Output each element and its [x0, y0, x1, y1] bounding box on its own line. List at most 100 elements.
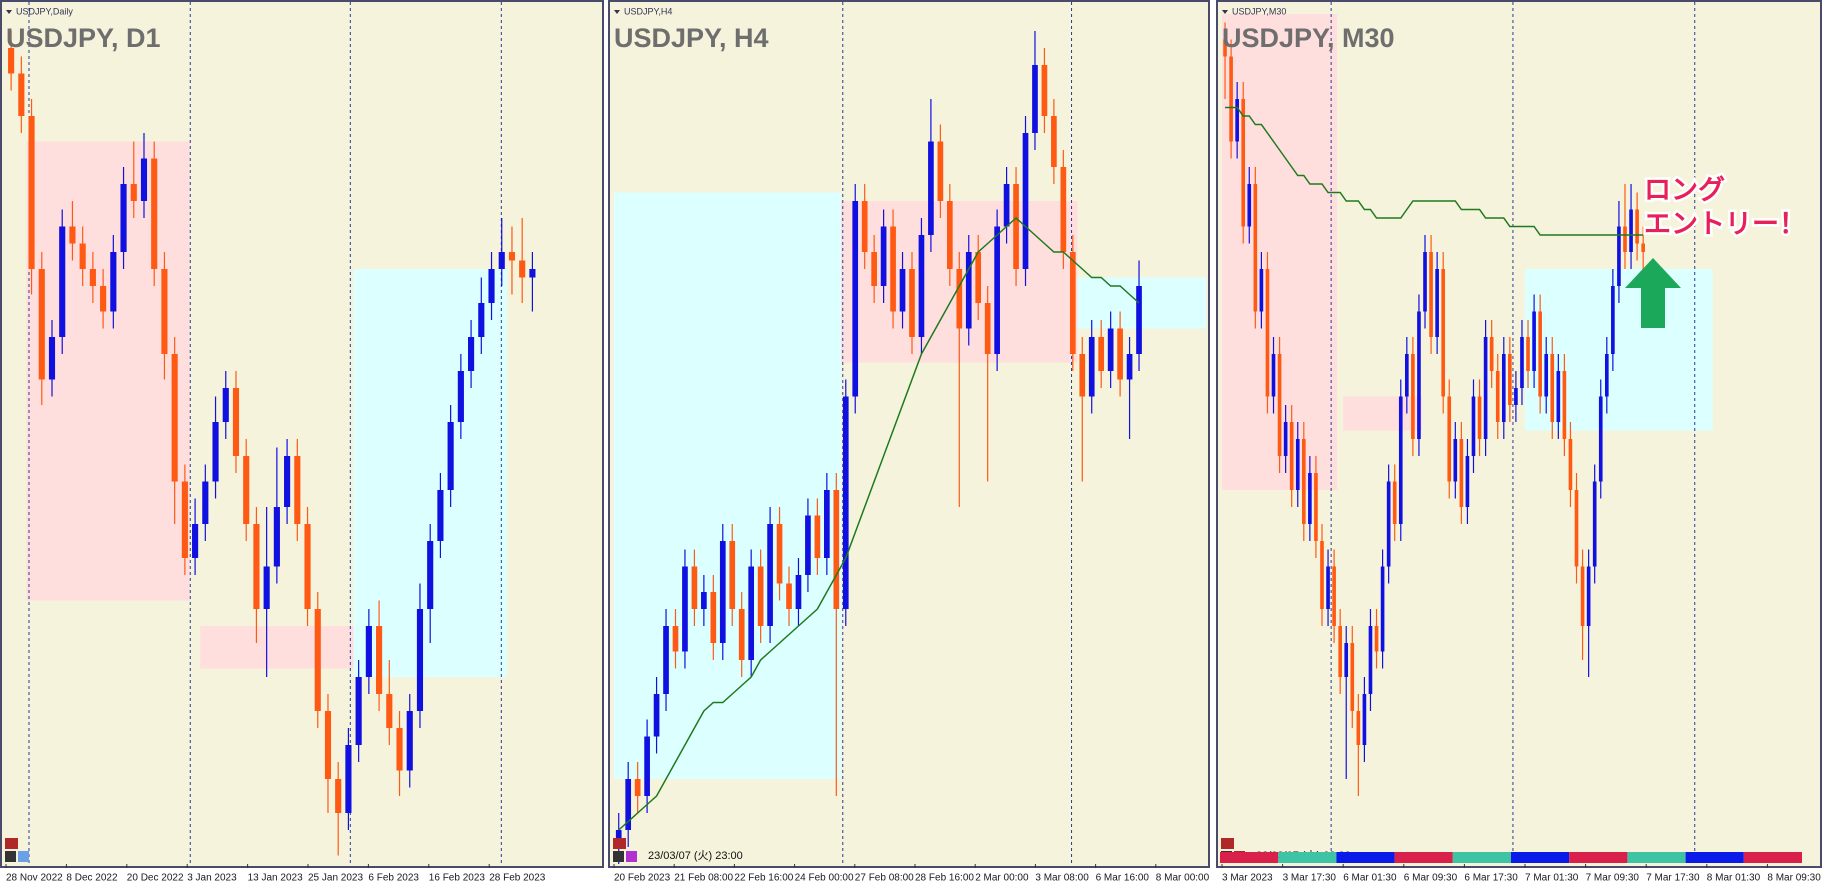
candle-body — [447, 422, 454, 490]
candle-body — [1235, 99, 1239, 142]
x-tick-label: 3 Mar 17:30 — [1283, 873, 1337, 884]
candle-body — [345, 745, 352, 813]
candle-body — [814, 515, 821, 558]
symbol-dropdown[interactable] — [6, 10, 12, 14]
settings-icon[interactable] — [5, 851, 16, 862]
x-tick-label: 2 Mar 00:00 — [975, 873, 1029, 884]
candle-body — [1314, 473, 1318, 541]
symbol-dropdown[interactable] — [1222, 10, 1228, 14]
candle-body — [1079, 354, 1086, 397]
candle-body — [1459, 439, 1464, 507]
candle-body — [975, 252, 982, 303]
candle-body — [1495, 371, 1500, 422]
symbol-dropdown[interactable] — [614, 10, 620, 14]
candle-body — [871, 252, 877, 286]
candle-body — [956, 269, 963, 329]
candle-body — [69, 226, 76, 244]
candle-body — [1592, 481, 1597, 567]
candle-body — [1320, 541, 1324, 609]
candle-body — [795, 575, 802, 609]
candle-body — [1051, 116, 1057, 167]
candle-body — [909, 269, 915, 337]
candle-body — [701, 592, 707, 609]
candle-body — [1117, 328, 1123, 380]
candle-body — [1350, 643, 1355, 711]
candle-body — [1041, 65, 1048, 116]
candle-body — [1441, 269, 1446, 397]
candle-body — [1550, 354, 1555, 422]
candle-body — [1223, 39, 1227, 57]
candle-body — [314, 609, 321, 711]
candle-body — [1629, 209, 1633, 252]
x-tick-label: 25 Jan 2023 — [308, 873, 363, 884]
candle-body — [1453, 439, 1458, 482]
candle-body — [984, 303, 991, 354]
candle-body — [376, 626, 383, 694]
close-button[interactable] — [5, 838, 18, 849]
x-tick-label: 27 Feb 08:00 — [855, 873, 914, 884]
candle-body — [232, 388, 240, 456]
candle-body — [1617, 226, 1621, 286]
candle-body — [1501, 354, 1506, 422]
candle-body — [161, 269, 168, 354]
candle-body — [1562, 371, 1567, 439]
mode-icon[interactable] — [626, 851, 637, 862]
candle-body — [284, 456, 291, 507]
candle-body — [861, 201, 868, 252]
candle-body — [1465, 456, 1470, 507]
candle-body — [427, 541, 434, 609]
candle-body — [1423, 252, 1427, 312]
candle-body — [79, 243, 86, 269]
candle-body — [757, 566, 764, 626]
settings-icon[interactable] — [613, 851, 624, 862]
candle-body — [59, 226, 66, 337]
session-strip — [1511, 852, 1570, 863]
candle-body — [1253, 184, 1258, 312]
symbol-label: USDJPY,M30 — [1232, 6, 1286, 16]
x-tick-label: 6 Mar 09:30 — [1404, 873, 1458, 884]
candle-body — [181, 481, 188, 558]
candle-body — [1604, 354, 1609, 397]
candle-body — [918, 235, 925, 337]
candle-body — [1277, 354, 1282, 456]
candle-body — [304, 524, 311, 609]
candle-body — [1556, 371, 1561, 422]
close-button[interactable] — [613, 838, 626, 849]
candle-body — [396, 728, 403, 771]
annotation: エントリー！ — [1644, 209, 1806, 239]
candle-body — [928, 141, 934, 235]
candle-body — [1580, 566, 1585, 626]
x-tick-label: 6 Mar 16:00 — [1096, 873, 1150, 884]
candle-body — [653, 694, 660, 737]
chart-panel: USDJPY,Daily USDJPY, D1 28 Nov 2022 8 Dec 2… — [0, 0, 604, 884]
x-tick-label: 6 Mar 01:30 — [1343, 873, 1397, 884]
x-tick-label: 6 Feb 2023 — [368, 873, 419, 884]
mode-icon[interactable] — [18, 851, 29, 862]
candle-body — [222, 388, 229, 422]
close-button[interactable] — [1221, 838, 1234, 849]
candle-body — [1283, 422, 1288, 456]
x-tick-label: 8 Mar 00:00 — [1156, 873, 1210, 884]
candle-body — [1641, 243, 1645, 252]
candle-body — [416, 609, 424, 711]
zone — [1343, 396, 1422, 431]
candle-body — [171, 354, 178, 482]
candle-body — [719, 541, 726, 643]
candle-body — [1259, 269, 1264, 312]
candle-body — [100, 286, 107, 312]
x-tick-label: 20 Dec 2022 — [127, 873, 184, 884]
candle-body — [1611, 286, 1615, 354]
entry-arrow — [1625, 258, 1681, 328]
candle-body — [1289, 422, 1294, 490]
candle-body — [1362, 694, 1367, 745]
candle-body — [1635, 209, 1639, 244]
session-strip — [1220, 852, 1279, 863]
candle-body — [18, 73, 25, 116]
candle-body — [824, 490, 830, 558]
candle-body — [1544, 354, 1549, 397]
x-tick-label: 24 Feb 00:00 — [795, 873, 854, 884]
candle-body — [1022, 133, 1029, 269]
candle-body — [28, 116, 35, 269]
candle-body — [1368, 626, 1373, 694]
candle-body — [498, 252, 505, 269]
